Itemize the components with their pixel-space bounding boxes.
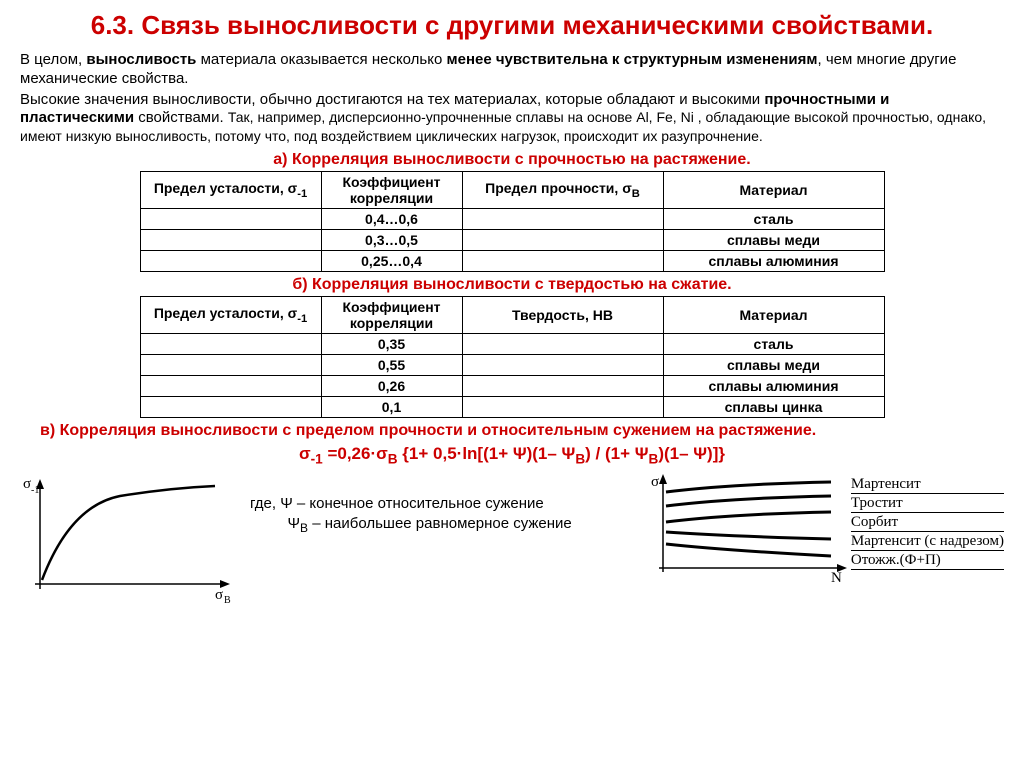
chart-series-label: Мартенсит <box>851 476 1004 494</box>
table-cell <box>462 250 663 271</box>
svg-text:N: N <box>831 570 842 584</box>
table-header: Материал <box>663 296 884 333</box>
svg-text:B: B <box>224 595 231 604</box>
table-cell: сталь <box>663 208 884 229</box>
legend-line-2: ΨB – наибольшее равномерное сужение <box>250 514 572 537</box>
formula: σ-1 =0,26·σB {1+ 0,5·ln[(1+ Ψ)(1– ΨB) / … <box>20 444 1004 466</box>
legend-block: где, Ψ – конечное относительное сужение … <box>250 494 572 536</box>
chart-series-label: Отожж.(Ф+П) <box>851 552 1004 570</box>
p1-c: материала оказывается несколько <box>196 51 446 68</box>
table-cell <box>462 354 663 375</box>
table-cell <box>140 375 321 396</box>
table-header: Материал <box>663 171 884 208</box>
table-cell <box>140 250 321 271</box>
section-c-title: в) Корреляция выносливости с пределом пр… <box>20 422 1004 440</box>
table-cell <box>462 375 663 396</box>
table-row: 0,3…0,5 сплавы меди <box>140 229 884 250</box>
table-row: 0,35 сталь <box>140 333 884 354</box>
table-cell <box>140 396 321 417</box>
legend-line-1: где, Ψ – конечное относительное сужение <box>250 494 572 514</box>
chart-series-label: Мартенсит (с надрезом) <box>851 533 1004 551</box>
table-cell <box>462 229 663 250</box>
table-row: 0,25…0,4 сплавы алюминия <box>140 250 884 271</box>
table-cell: сплавы меди <box>663 229 884 250</box>
table-row: 0,4…0,6 сталь <box>140 208 884 229</box>
table-cell: 0,35 <box>321 333 462 354</box>
table-row: 0,55 сплавы меди <box>140 354 884 375</box>
table-cell: сталь <box>663 333 884 354</box>
table-header: Предел усталости, σ-1 <box>140 296 321 333</box>
svg-text:σ: σ <box>23 476 31 492</box>
p1-a: В целом, <box>20 51 86 68</box>
table-cell: сплавы алюминия <box>663 375 884 396</box>
table-cell: 0,1 <box>321 396 462 417</box>
table-cell <box>140 354 321 375</box>
p2-c: свойствами. <box>134 109 228 126</box>
section-b-title: б) Корреляция выносливости с твердостью … <box>20 276 1004 294</box>
table-cell: сплавы меди <box>663 354 884 375</box>
chart-series-label: Сорбит <box>851 514 1004 532</box>
paragraph-2: Высокие значения выносливости, обычно до… <box>20 91 1004 147</box>
table-a: Предел усталости, σ-1Коэффициент корреля… <box>140 171 885 272</box>
table-b: Предел усталости, σ-1Коэффициент корреля… <box>140 296 885 418</box>
table-cell: сплавы цинка <box>663 396 884 417</box>
svg-text:σ: σ <box>651 474 659 490</box>
section-a-title: а) Корреляция выносливости с прочностью … <box>20 151 1004 169</box>
table-header: Коэффициент корреляции <box>321 296 462 333</box>
table-cell <box>140 229 321 250</box>
chart-series-label: Тростит <box>851 495 1004 513</box>
table-cell <box>462 396 663 417</box>
table-cell: 0,25…0,4 <box>321 250 462 271</box>
svg-text:σ: σ <box>215 587 223 603</box>
p2-a: Высокие значения выносливости, обычно до… <box>20 91 764 108</box>
table-header: Предел прочности, σB <box>462 171 663 208</box>
table-cell <box>140 208 321 229</box>
table-cell <box>140 333 321 354</box>
table-cell: 0,4…0,6 <box>321 208 462 229</box>
p1-b: выносливость <box>86 51 196 68</box>
p1-d: менее чувствительна к структурным измене… <box>447 51 818 68</box>
table-header: Твердость, НВ <box>462 296 663 333</box>
left-chart: σ-1σB <box>20 474 240 607</box>
table-header: Коэффициент корреляции <box>321 171 462 208</box>
svg-text:-1: -1 <box>31 485 39 496</box>
table-row: 0,26 сплавы алюминия <box>140 375 884 396</box>
right-chart: σ N МартенситТроститСорбитМартенсит (с на… <box>651 474 1004 584</box>
page-title: 6.3. Связь выносливости с другими механи… <box>20 10 1004 41</box>
table-cell: 0,3…0,5 <box>321 229 462 250</box>
table-cell: 0,26 <box>321 375 462 396</box>
paragraph-1: В целом, выносливость материала оказывае… <box>20 51 1004 89</box>
table-cell: сплавы алюминия <box>663 250 884 271</box>
table-cell <box>462 333 663 354</box>
table-cell <box>462 208 663 229</box>
table-row: 0,1 сплавы цинка <box>140 396 884 417</box>
table-header: Предел усталости, σ-1 <box>140 171 321 208</box>
bottom-row: σ-1σB где, Ψ – конечное относительное су… <box>20 474 1004 607</box>
table-cell: 0,55 <box>321 354 462 375</box>
